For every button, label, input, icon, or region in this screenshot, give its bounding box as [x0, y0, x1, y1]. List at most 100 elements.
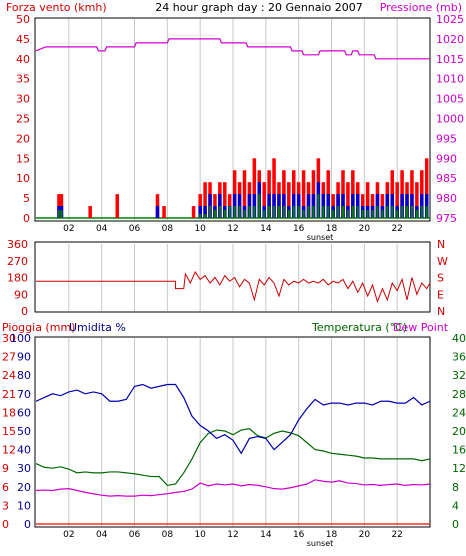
rain-ytick-label: 3 — [2, 499, 9, 512]
pressure-ytick-label: 980 — [436, 192, 457, 205]
direction-ytick-label: 0 — [21, 305, 28, 318]
wind-ytick-label: 0 — [23, 212, 30, 225]
humidity-ytick-label: 60 — [17, 406, 31, 419]
pressure-ytick-label: 975 — [436, 212, 457, 225]
compass-ytick-label: N — [437, 305, 445, 318]
humidity-xtick-label: 06 — [129, 530, 141, 540]
gust-bar — [365, 182, 370, 218]
rain-ytick-label: 24 — [2, 369, 16, 382]
pressure-ytick-label: 1015 — [436, 53, 464, 66]
humidity-temperature-panel: Pioggia (mm) Umidita % Temperatura (°C) … — [2, 321, 466, 548]
temperature-ytick-label: 0 — [452, 518, 459, 531]
gust-bar — [162, 206, 166, 218]
avg-bar — [297, 206, 300, 218]
temperature-yticks: 0 4 8 12 16 20 24 28 32 36 40 — [452, 332, 466, 531]
humidity-xtick-label: 20 — [359, 530, 371, 540]
gust-bar — [346, 182, 350, 218]
humidity-ytick-label: 50 — [17, 425, 31, 438]
wind-ytick-label: 50 — [16, 13, 30, 26]
avg-bar — [277, 206, 280, 218]
compass-ytick-label: W — [437, 255, 448, 268]
wind-ytick-label: 15 — [16, 152, 30, 165]
gust-bar — [424, 158, 429, 218]
gust-bar — [242, 170, 247, 218]
avg-bar — [268, 206, 271, 218]
gust-bar — [191, 206, 196, 218]
avg-bar — [401, 206, 404, 218]
avg-bar — [341, 206, 344, 218]
gust-bar — [88, 206, 92, 218]
humidity-xticks: 02 04 06 08 10 12 14 16 18 20 22 — [63, 530, 403, 540]
temperature-ytick-label: 40 — [452, 332, 466, 345]
wind-xtick-label: 10 — [194, 224, 206, 234]
pressure-axis-label: Pressione (mb) — [380, 1, 462, 14]
avg-bar — [356, 206, 359, 218]
direction-gridlines — [68, 244, 398, 311]
pressure-line — [35, 38, 430, 60]
avg-bar — [253, 206, 256, 218]
gust-bar — [272, 158, 276, 218]
avg-bar — [327, 206, 330, 218]
humidity-ytick-label: 80 — [17, 369, 31, 382]
wind-xtick-label: 14 — [260, 224, 272, 234]
pressure-yticks: 975 980 985 990 995 1000 1005 1010 1015 1020 1025 — [436, 13, 464, 225]
humidity-xtick-label: 12 — [227, 530, 238, 540]
humidity-xtick-label: 16 — [293, 530, 305, 540]
wind-ytick-label: 20 — [16, 132, 30, 145]
rain-yticks: 0 3 6 9 12 15 18 21 24 27 30 — [2, 332, 16, 531]
avg-bar — [209, 206, 212, 218]
pressure-ytick-label: 1020 — [436, 33, 464, 46]
avg-bar — [396, 210, 399, 218]
humidity-xtick-label: 14 — [260, 530, 272, 540]
wind-xtick-label: 20 — [359, 224, 371, 234]
avg-bar — [366, 210, 369, 218]
avg-bar — [287, 210, 290, 218]
gust-bar — [223, 182, 227, 218]
sunset-label-1: sunset — [307, 233, 334, 242]
pressure-ytick-label: 1000 — [436, 113, 464, 126]
temperature-ytick-label: 20 — [452, 425, 466, 438]
wind-ytick-label: 25 — [16, 113, 30, 126]
humidity-ytick-label: 90 — [17, 351, 31, 364]
wind-bars — [36, 158, 430, 219]
humidity-ytick-label: 30 — [17, 462, 31, 475]
sunset-label-3: sunset — [307, 539, 334, 548]
rain-ytick-label: 0 — [2, 518, 9, 531]
rain-ytick-label: 21 — [2, 388, 16, 401]
temperature-axis-label: Temperatura (°C) — [311, 321, 407, 334]
wind-xticks: 02 04 06 08 10 12 14 16 18 20 22 — [63, 224, 403, 234]
gust-bar — [115, 194, 120, 218]
gust-bar — [301, 170, 306, 218]
gust-bar — [287, 182, 291, 218]
avg-bar — [391, 206, 394, 218]
avg-bar — [218, 206, 221, 218]
avg-bar — [381, 210, 384, 218]
rain-ytick-label: 27 — [2, 351, 16, 364]
pressure-ytick-label: 985 — [436, 172, 457, 185]
direction-ytick-label: 90 — [14, 288, 28, 301]
humidity-xtick-label: 22 — [391, 530, 402, 540]
gust-bar — [203, 182, 207, 218]
pressure-series — [35, 38, 430, 60]
humidity-xtick-label: 04 — [96, 530, 108, 540]
avg-bar — [228, 206, 231, 218]
gust-bar — [395, 182, 399, 218]
pressure-ytick-label: 990 — [436, 152, 457, 165]
temperature-ytick-label: 32 — [452, 369, 466, 382]
humidity-xtick-label: 02 — [63, 530, 74, 540]
wind-ytick-label: 40 — [16, 53, 30, 66]
wind-ytick-label: 10 — [16, 172, 30, 185]
wind-xtick-label: 18 — [326, 224, 338, 234]
wind-ytick-label: 30 — [16, 93, 30, 106]
avg-bar — [273, 206, 276, 218]
avg-bar — [263, 210, 266, 218]
avg-bar — [406, 206, 409, 218]
avg-bar — [420, 206, 423, 218]
pressure-ytick-label: 1005 — [436, 93, 464, 106]
temperature-ytick-label: 8 — [452, 481, 459, 494]
compass-ytick-label: S — [437, 272, 444, 285]
wind-xtick-label: 06 — [129, 224, 141, 234]
direction-ytick-label: 270 — [7, 255, 28, 268]
avg-bar — [238, 206, 241, 218]
